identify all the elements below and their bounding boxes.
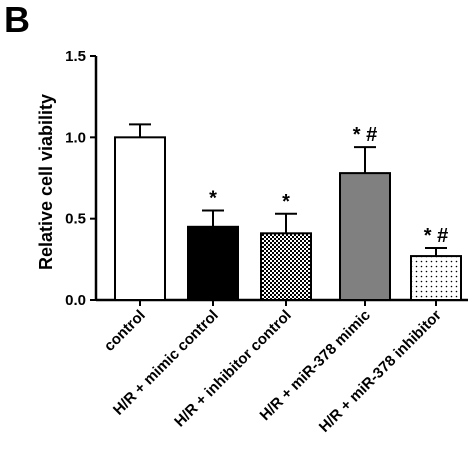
significance-marker: * (209, 188, 217, 210)
bar (260, 232, 312, 302)
bars (114, 123, 462, 302)
y-tick-label: 1.5 (65, 48, 86, 65)
bar (114, 136, 166, 301)
bar (410, 255, 462, 301)
y-axis-label: Relative cell viability (36, 94, 56, 270)
y-tick-label: 0.5 (65, 211, 86, 228)
category-label: H/R + miR-378 inhibitor (316, 307, 445, 436)
bar (187, 225, 239, 301)
bar (339, 172, 391, 301)
category-label: control (101, 307, 149, 355)
significance-marker: * # (353, 124, 377, 146)
y-tick-label: 0.0 (65, 292, 86, 309)
panel-label: B (4, 0, 30, 40)
y-tick-label: 1.0 (65, 129, 86, 146)
significance-marker: * # (424, 225, 448, 247)
significance-marker: * (282, 191, 290, 213)
